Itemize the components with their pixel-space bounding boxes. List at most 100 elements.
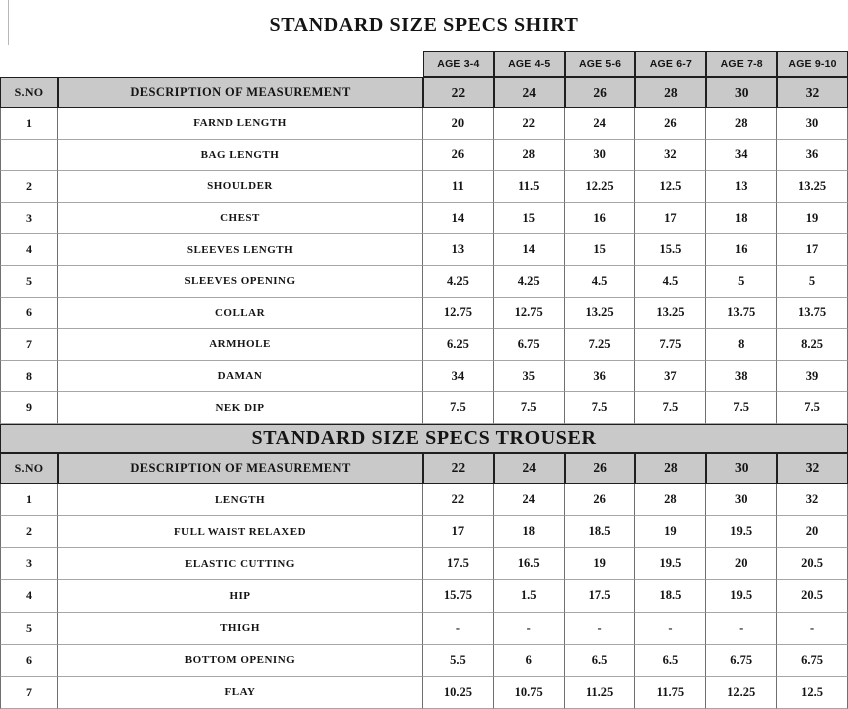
size-value-cell: -	[635, 612, 707, 645]
size-value-cell: 36	[777, 139, 848, 172]
sno-column-header: S.NO	[0, 452, 58, 484]
size-value-cell: 12.5	[777, 676, 848, 709]
size-value-cell: 18	[493, 516, 565, 549]
size-column-header: 28	[635, 452, 707, 484]
size-column-header: 24	[493, 77, 565, 108]
table-row: 1 FARND LENGTH 20 22 24 26 28 30	[0, 108, 848, 140]
size-column-header: 24	[493, 452, 565, 484]
measurement-name-cell: COLLAR	[58, 297, 423, 330]
size-value-cell: 34	[423, 360, 494, 393]
size-value-cell: 5.5	[423, 644, 494, 677]
table-row: 4 HIP 15.75 1.5 17.5 18.5 19.5 20.5	[0, 580, 848, 613]
size-value-cell: 38	[706, 360, 778, 393]
size-value-cell: 15.5	[635, 234, 707, 266]
sno-cell: 7	[0, 329, 58, 361]
size-value-cell: 13.25	[777, 171, 848, 203]
size-value-cell: 12.75	[493, 297, 565, 330]
size-value-cell: 1.5	[493, 580, 565, 613]
measurement-name-cell: HIP	[58, 580, 423, 613]
size-value-cell: 13	[706, 171, 778, 203]
measurement-name-cell: BAG LENGTH	[58, 139, 423, 172]
size-value-cell: 7.75	[635, 329, 707, 361]
measurement-name-cell: SHOULDER	[58, 171, 423, 203]
size-value-cell: 5	[777, 265, 848, 298]
sno-cell: 3	[0, 548, 58, 581]
size-value-cell: 13.75	[777, 297, 848, 330]
size-value-cell: 32	[777, 483, 848, 517]
size-value-cell: -	[706, 612, 778, 645]
shirt-table-body: 1 FARND LENGTH 20 22 24 26 28 30 BAG LEN…	[0, 108, 848, 424]
size-value-cell: 15	[564, 234, 636, 266]
table-row: 9 NEK DIP 7.5 7.5 7.5 7.5 7.5 7.5	[0, 392, 848, 424]
size-value-cell: 17.5	[423, 548, 494, 581]
measurement-name-cell: NEK DIP	[58, 392, 423, 424]
age-column-header: AGE 3-4	[423, 51, 494, 77]
size-value-cell: 39	[777, 360, 848, 393]
table-row: 2 FULL WAIST RELAXED 17 18 18.5 19 19.5 …	[0, 516, 848, 549]
size-value-cell: 18.5	[635, 580, 707, 613]
size-value-cell: 18.5	[564, 516, 636, 549]
size-column-header: 26	[564, 452, 636, 484]
measurement-name-cell: FLAY	[58, 676, 423, 709]
sno-cell: 8	[0, 360, 58, 393]
size-value-cell: 7.5	[493, 392, 565, 424]
size-value-cell: 22	[423, 483, 494, 517]
size-column-header: 30	[706, 77, 778, 108]
size-value-cell: 30	[706, 483, 778, 517]
size-value-cell: 16	[706, 234, 778, 266]
age-column-header: AGE 6-7	[635, 51, 707, 77]
size-value-cell: 13.75	[706, 297, 778, 330]
age-column-header: AGE 7-8	[706, 51, 778, 77]
sno-cell: 4	[0, 580, 58, 613]
size-value-cell: 4.25	[423, 265, 494, 298]
size-value-cell: 24	[564, 108, 636, 140]
size-column-header: 22	[423, 452, 494, 484]
age-column-header: AGE 4-5	[493, 51, 565, 77]
size-value-cell: 7.25	[564, 329, 636, 361]
size-value-cell: 7.5	[706, 392, 778, 424]
size-value-cell: 19	[635, 516, 707, 549]
size-value-cell: 8.25	[777, 329, 848, 361]
table-row: 6 COLLAR 12.75 12.75 13.25 13.25 13.75 1…	[0, 297, 848, 330]
size-value-cell: 17	[777, 234, 848, 266]
size-value-cell: 6.75	[493, 329, 565, 361]
measurement-name-cell: THIGH	[58, 612, 423, 645]
sno-cell: 5	[0, 612, 58, 645]
table-row: 6 BOTTOM OPENING 5.5 6 6.5 6.5 6.75 6.75	[0, 644, 848, 677]
measurement-name-cell: SLEEVES OPENING	[58, 265, 423, 298]
size-value-cell: 11.75	[635, 676, 707, 709]
size-value-cell: 7.5	[777, 392, 848, 424]
size-value-cell: 20	[777, 516, 848, 549]
size-value-cell: 15.75	[423, 580, 494, 613]
size-value-cell: 28	[493, 139, 565, 172]
size-value-cell: 18	[706, 202, 778, 235]
size-value-cell: 16.5	[493, 548, 565, 581]
size-value-cell: 22	[493, 108, 565, 140]
size-value-cell: 17.5	[564, 580, 636, 613]
size-value-cell: -	[493, 612, 565, 645]
measurement-name-cell: DAMAN	[58, 360, 423, 393]
size-column-header: 22	[423, 77, 494, 108]
size-value-cell: 12.75	[423, 297, 494, 330]
size-value-cell: 10.75	[493, 676, 565, 709]
size-value-cell: 11.25	[564, 676, 636, 709]
sno-cell: 5	[0, 265, 58, 298]
sno-cell: 6	[0, 297, 58, 330]
measurement-name-cell: CHEST	[58, 202, 423, 235]
size-value-cell: 28	[706, 108, 778, 140]
table-row: 7 ARMHOLE 6.25 6.75 7.25 7.75 8 8.25	[0, 329, 848, 361]
shirt-title: STANDARD SIZE SPECS SHIRT	[269, 14, 579, 36]
trouser-banner: STANDARD SIZE SPECS TROUSER	[0, 423, 848, 453]
size-value-cell: 8	[706, 329, 778, 361]
size-value-cell: 11	[423, 171, 494, 203]
sno-cell: 1	[0, 108, 58, 140]
size-value-cell: 26	[635, 108, 707, 140]
measurement-name-cell: FARND LENGTH	[58, 108, 423, 140]
age-row-spacer	[0, 51, 423, 77]
size-value-cell: -	[564, 612, 636, 645]
size-value-cell: 20.5	[777, 548, 848, 581]
size-value-cell: 16	[564, 202, 636, 235]
measurement-name-cell: BOTTOM OPENING	[58, 644, 423, 677]
size-value-cell: 19.5	[706, 580, 778, 613]
